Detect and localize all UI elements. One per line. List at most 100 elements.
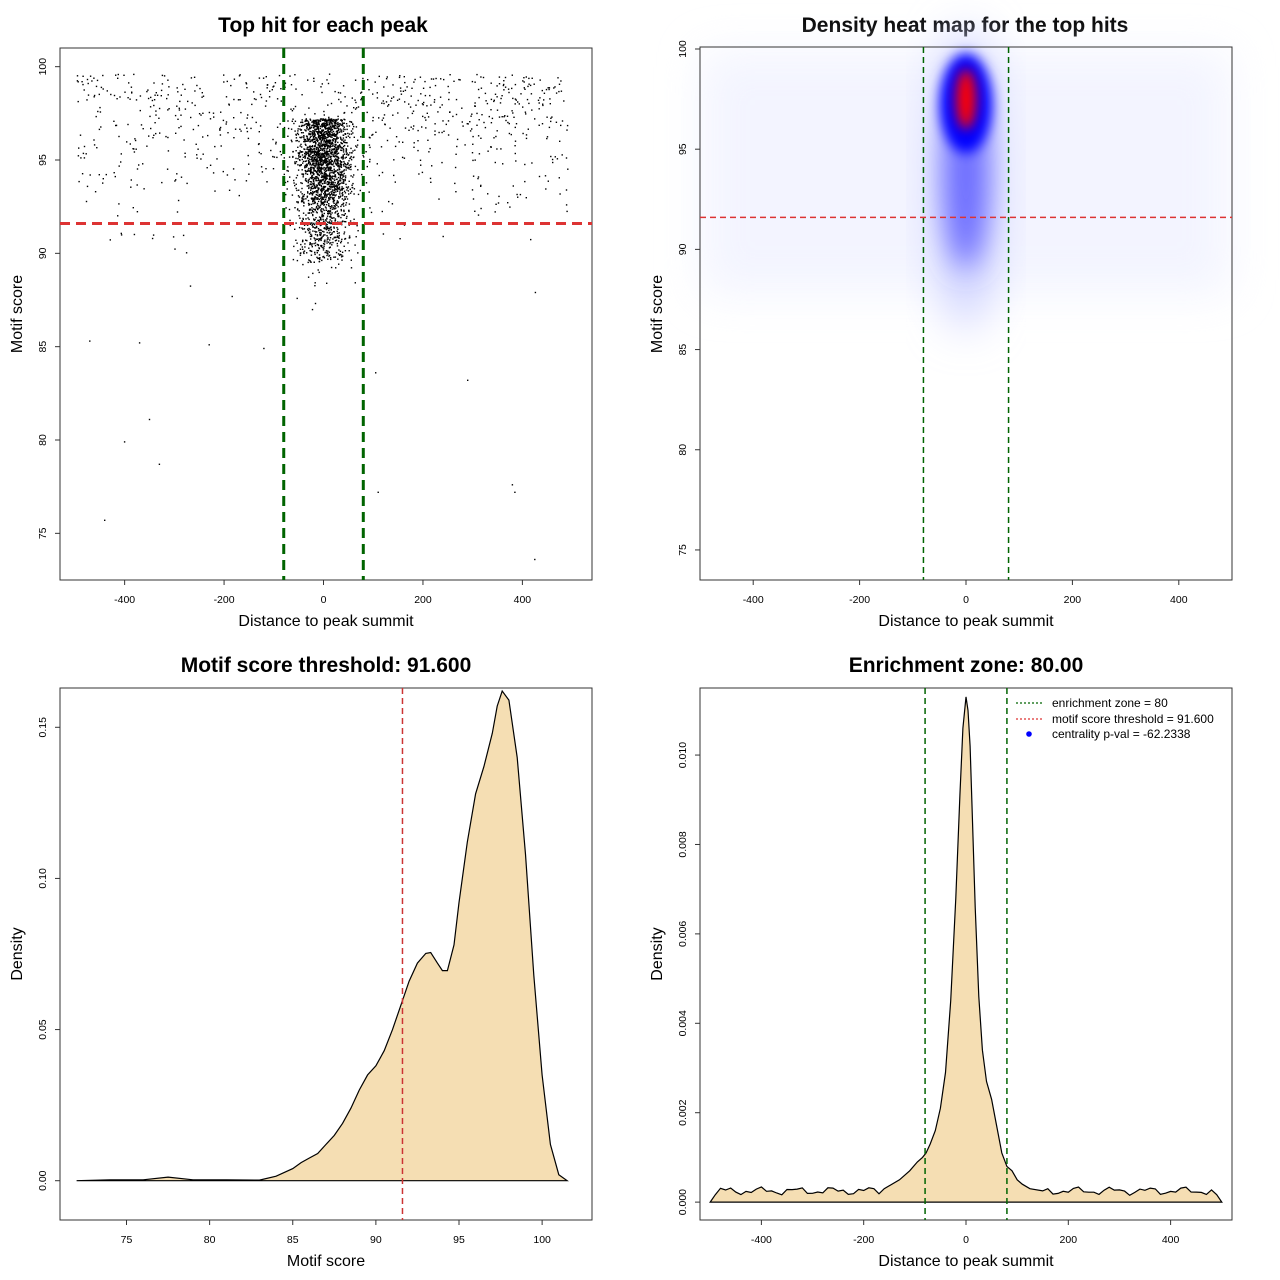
scatter-point [333,205,335,207]
scatter-point [123,441,126,443]
scatter-point [313,169,315,171]
scatter-point [456,138,459,141]
scatter-point [297,146,299,148]
scatter-point [325,167,328,169]
scatter-point [307,146,309,148]
scatter-point [303,138,305,140]
scatter-point [338,263,340,265]
scatter-point [265,100,268,102]
scatter-point [323,160,325,162]
scatter-point [317,197,319,199]
scatter-point [507,202,509,204]
scatter-point [320,134,323,136]
scatter-point [315,162,317,164]
scatter-point [308,161,310,164]
scatter-point [322,189,324,191]
scatter-point [324,119,326,121]
scatter-point [245,82,247,84]
scatter-point [328,73,331,75]
scatter-point [342,158,344,160]
scatter-point [82,75,84,77]
scatter-point [350,267,353,269]
scatter-point [337,91,340,94]
scatter-point [308,218,310,221]
scatter-point [110,93,112,96]
scatter-point [309,242,311,244]
scatter-point [314,184,316,186]
scatter-point [333,206,335,209]
scatter-point [295,239,297,241]
scatter-point [316,138,318,140]
scatter-point [318,238,320,240]
scatter-point [322,149,324,151]
scatter-point [322,242,325,245]
scatter-point [316,238,318,240]
scatter-point [142,163,144,165]
scatter-point [340,119,343,121]
scatter-point [306,224,309,226]
scatter-point [334,218,337,220]
score-density-plot-frame [59,687,593,1221]
scatter-point [404,127,407,129]
scatter-point [295,150,297,152]
scatter-point [326,254,328,257]
scatter-point [404,81,406,84]
scatter-point [315,170,318,173]
scatter-point [133,233,136,236]
scatter-point [333,217,335,219]
scatter-point [335,158,337,160]
scatter-point [321,182,323,185]
scatter-point [225,121,228,123]
scatter-point [177,91,179,93]
scatter-point [325,133,328,135]
scatter-point [304,119,307,121]
scatter-point [503,89,505,91]
scatter-point [346,125,348,127]
scatter-point [89,174,91,176]
scatter-point [100,86,103,89]
scatter-point [531,77,533,79]
scatter-point [102,74,104,77]
scatter-point [499,102,502,104]
scatter-point [322,201,324,204]
scatter-point [472,159,474,162]
scatter-point [559,140,561,142]
scatter-point [136,184,138,186]
scatter-point [331,208,334,210]
scatter-point [530,93,533,95]
scatter-point [365,182,368,184]
scatter-point [326,155,328,157]
scatter-point [345,151,347,153]
scatter-point [324,177,326,180]
scatter-point [331,134,334,136]
scatter-point [332,181,334,183]
scatter-point [344,250,347,252]
scatter-point [334,141,336,143]
scatter-point [324,136,327,138]
scatter-point [399,75,401,77]
scatter-point [497,202,500,204]
scatter-point [325,170,327,172]
scatter-point [328,227,330,230]
scatter-point [86,99,88,101]
scatter-point [299,128,301,130]
scatter-point [320,118,323,120]
scatter-point [338,186,341,188]
scatter-point [334,138,337,140]
scatter-point [307,140,309,142]
scatter-point [342,134,345,136]
scatter-point [333,152,336,154]
scatter-point [194,104,196,107]
scatter-point [344,213,346,215]
scatter-point [308,178,311,180]
scatter-point [361,173,363,176]
scatter-point [329,239,331,241]
scatter-point [455,113,458,116]
scatter-point [502,84,505,87]
scatter-point [118,165,120,167]
scatter-point [276,98,279,100]
scatter-point [294,74,296,76]
scatter-point [335,155,337,157]
scatter-point [334,153,337,155]
scatter-point [559,193,561,195]
